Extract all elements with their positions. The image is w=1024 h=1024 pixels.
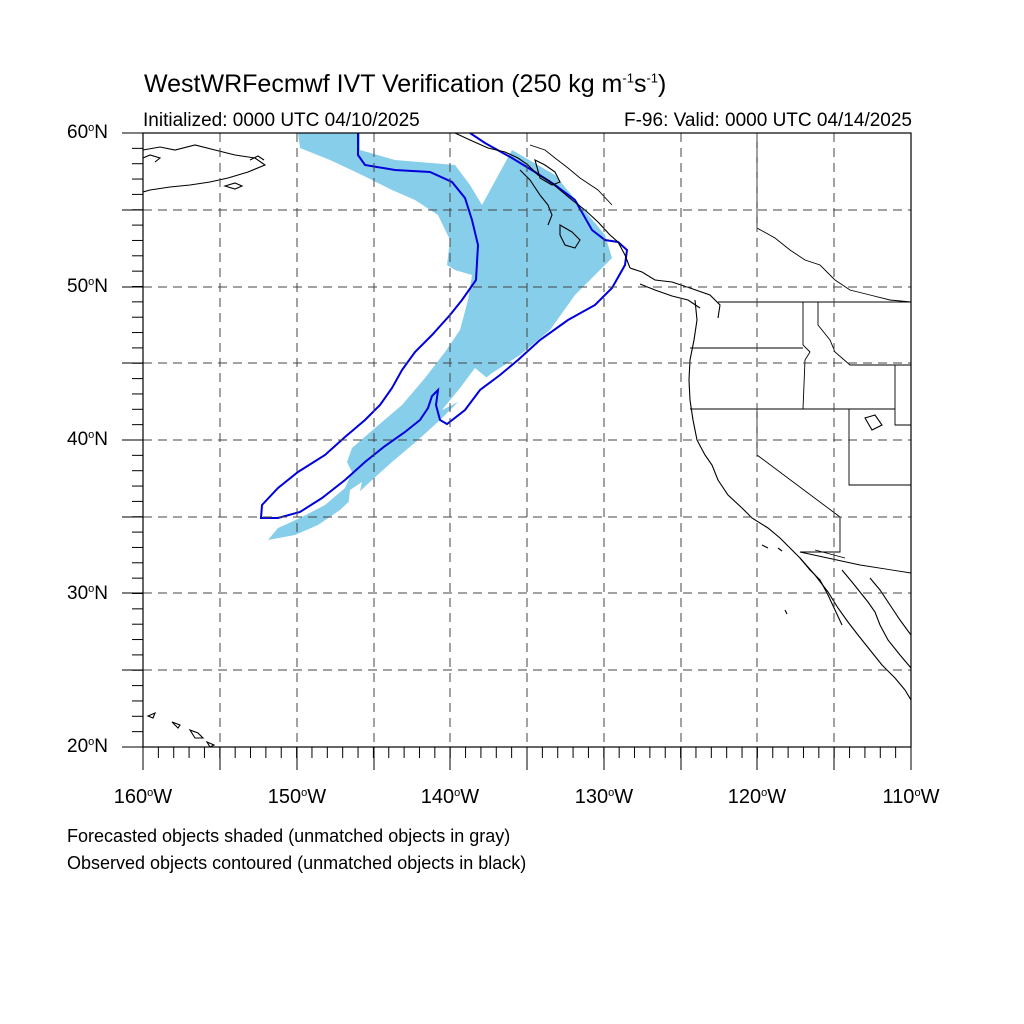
boundaries	[529, 133, 911, 574]
forecast-object-gap	[442, 368, 492, 410]
chart-title: WestWRFecmwf IVT Verification (250 kg m-…	[144, 70, 667, 98]
observed-contour	[259, 133, 629, 519]
lat-label: 40oN	[67, 429, 108, 450]
forecast-object-gap	[348, 482, 362, 508]
grid	[143, 133, 911, 747]
minor-ticks	[132, 132, 897, 758]
lon-label: 110oW	[882, 786, 940, 808]
forecast-object	[268, 133, 612, 540]
initialized-time: Initialized: 0000 UTC 04/10/2025	[143, 110, 420, 131]
valid-time: F-96: Valid: 0000 UTC 04/14/2025	[624, 110, 912, 131]
observed-note: Observed objects contoured (unmatched ob…	[67, 853, 527, 873]
lon-label: 160oW	[113, 786, 173, 808]
forecast-note: Forecasted objects shaded (unmatched obj…	[67, 826, 511, 846]
lat-label: 30oN	[67, 583, 108, 604]
coastline	[143, 133, 911, 747]
lon-label: 130oW	[574, 786, 634, 808]
lon-label: 150oW	[267, 786, 327, 808]
lat-label: 20oN	[67, 736, 108, 757]
lon-label: 140oW	[420, 786, 480, 808]
lat-label: 60oN	[67, 122, 108, 143]
lon-label: 120oW	[727, 786, 787, 808]
lat-label: 50oN	[67, 276, 108, 297]
